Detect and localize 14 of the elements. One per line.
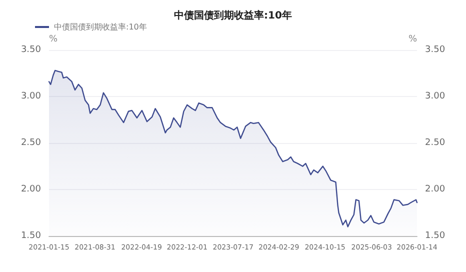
y2-tick-label: 2.50 bbox=[425, 138, 446, 148]
y-tick-label: 2.50 bbox=[20, 138, 42, 148]
y-axis-title: % bbox=[49, 34, 58, 44]
chart-title: 中债国债到期收益率:10年 bbox=[174, 10, 292, 22]
y2-tick-label: 1.50 bbox=[425, 231, 446, 241]
y2-tick-label: 3.00 bbox=[425, 92, 446, 102]
y-tick-label: 1.50 bbox=[20, 231, 42, 241]
y2-tick-label: 3.50 bbox=[425, 45, 446, 55]
y-tick-label: 2.00 bbox=[20, 184, 42, 194]
y2-tick-label: 2.00 bbox=[425, 184, 446, 194]
y-tick-label: 3.00 bbox=[20, 92, 42, 102]
legend-label: 中债国债到期收益率:10年 bbox=[54, 22, 147, 32]
y2-axis-title: % bbox=[408, 34, 418, 44]
y-tick-label: 3.50 bbox=[20, 45, 42, 55]
